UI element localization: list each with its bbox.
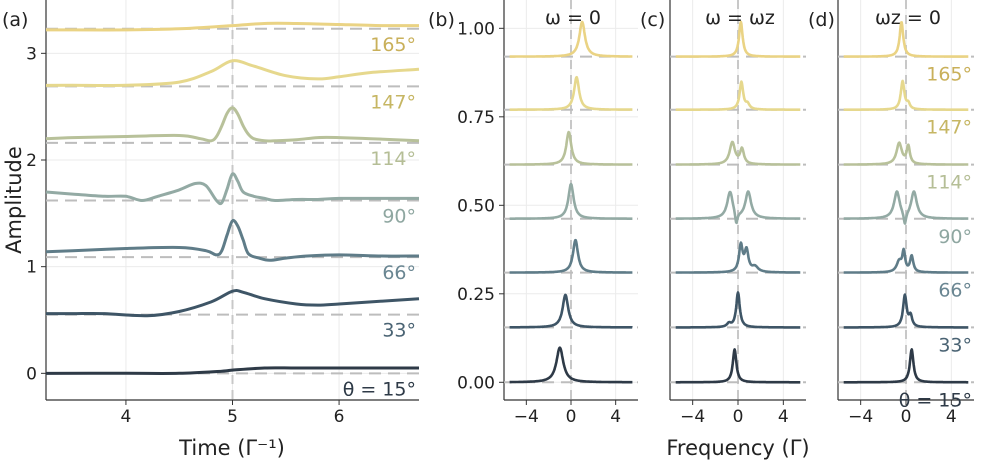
series-line: [45, 106, 420, 143]
angle-label: θ = 15°: [343, 378, 416, 400]
series-line: [45, 59, 420, 88]
spectrum-line: [674, 291, 802, 329]
x-tick-label: 0: [733, 407, 744, 427]
spectrum-line: [674, 190, 802, 225]
panel-label: (c): [640, 9, 665, 31]
spectrum-line: [674, 20, 802, 58]
spectrum-line: [674, 140, 802, 166]
y-tick-label: 0.50: [457, 196, 495, 216]
spectrum-line: [674, 348, 802, 384]
y-tick-label: 2: [26, 151, 37, 171]
series-line: [45, 172, 419, 206]
panel-a: 4 5 6 0 1 2 3 (a) θ = 15° 33° 66° 90° 114° 147° 165° Am…: [2, 0, 420, 460]
angle-label: 66°: [382, 262, 416, 284]
spectrum-line: [842, 293, 970, 329]
y-tick-label: 1.00: [457, 19, 495, 39]
spectrum-line: [842, 247, 970, 274]
angle-label: 147°: [926, 117, 972, 139]
spectrum-line: [508, 346, 634, 384]
angle-label: 66°: [938, 280, 972, 302]
spectrum-line: [508, 20, 634, 58]
y-tick-label: 1: [26, 258, 37, 278]
y-axis-label: Amplitude: [2, 146, 26, 254]
panel-label: (b): [428, 9, 455, 31]
x-axis-label: Frequency (Γ): [666, 436, 809, 460]
panel-d: −4 0 4 (d) ωz = 0 θ = 15° 33° 66° 90° 114° 147° 165…: [808, 0, 974, 427]
angle-label: 114°: [926, 172, 972, 194]
angle-label: θ = 15°: [899, 389, 972, 411]
spectrum-line: [508, 293, 634, 329]
x-tick-label: −4: [848, 407, 873, 427]
x-tick-label: −4: [514, 407, 539, 427]
angle-label: 90°: [382, 206, 416, 228]
x-tick-label: 4: [778, 407, 789, 427]
x-tick-label: 4: [946, 407, 957, 427]
series-line: [45, 366, 419, 375]
spectrum-line: [508, 182, 634, 220]
spectrum-line: [842, 79, 970, 111]
x-tick-label: −4: [680, 407, 705, 427]
panel-title: ω = ωz: [705, 7, 775, 29]
x-tick-label: 0: [901, 407, 912, 427]
angle-label: 165°: [370, 34, 416, 56]
series-line: [45, 219, 420, 262]
angle-label: 90°: [938, 226, 972, 248]
series-line: [45, 21, 420, 32]
y-tick-label: 0.25: [457, 285, 495, 305]
spectrum-line: [674, 80, 802, 111]
spectrum-line: [508, 238, 634, 274]
angle-label: 33°: [938, 334, 972, 356]
y-tick-label: 0: [26, 364, 37, 384]
spectrum-line: [842, 348, 970, 384]
spectrum-line: [842, 141, 970, 166]
panel-c: −4 0 4 (c) ω = ωz Frequency (Γ): [640, 0, 810, 460]
y-tick-label: 3: [26, 44, 37, 64]
x-tick-label: 0: [566, 407, 577, 427]
panel-label: (a): [2, 9, 28, 31]
panel-title: ωz = 0: [875, 7, 941, 29]
y-tick-label: 0.75: [457, 108, 495, 128]
angle-label: 33°: [382, 320, 416, 342]
x-tick-label: 4: [610, 407, 621, 427]
x-tick-label: 4: [121, 407, 132, 427]
spectrum-line: [674, 241, 802, 274]
series-line: [46, 289, 420, 318]
y-tick-label: 0.00: [457, 373, 495, 393]
angle-label: 165°: [926, 64, 972, 86]
panel-label: (d): [808, 9, 835, 31]
spectrum-line: [842, 21, 970, 58]
x-axis-label: Time (Γ⁻¹): [178, 436, 285, 460]
panel-title: ω = 0: [545, 7, 601, 29]
spectrum-line: [842, 190, 970, 225]
spectrum-line: [508, 130, 634, 166]
panel-b: −4 0 4 0.00 0.25 0.50 0.75 1.00(b) ω = 0: [428, 0, 638, 427]
spectrum-line: [508, 75, 634, 111]
x-tick-label: 6: [334, 407, 345, 427]
x-tick-label: 5: [227, 407, 238, 427]
angle-label: 147°: [370, 91, 416, 113]
angle-label: 114°: [370, 148, 416, 170]
